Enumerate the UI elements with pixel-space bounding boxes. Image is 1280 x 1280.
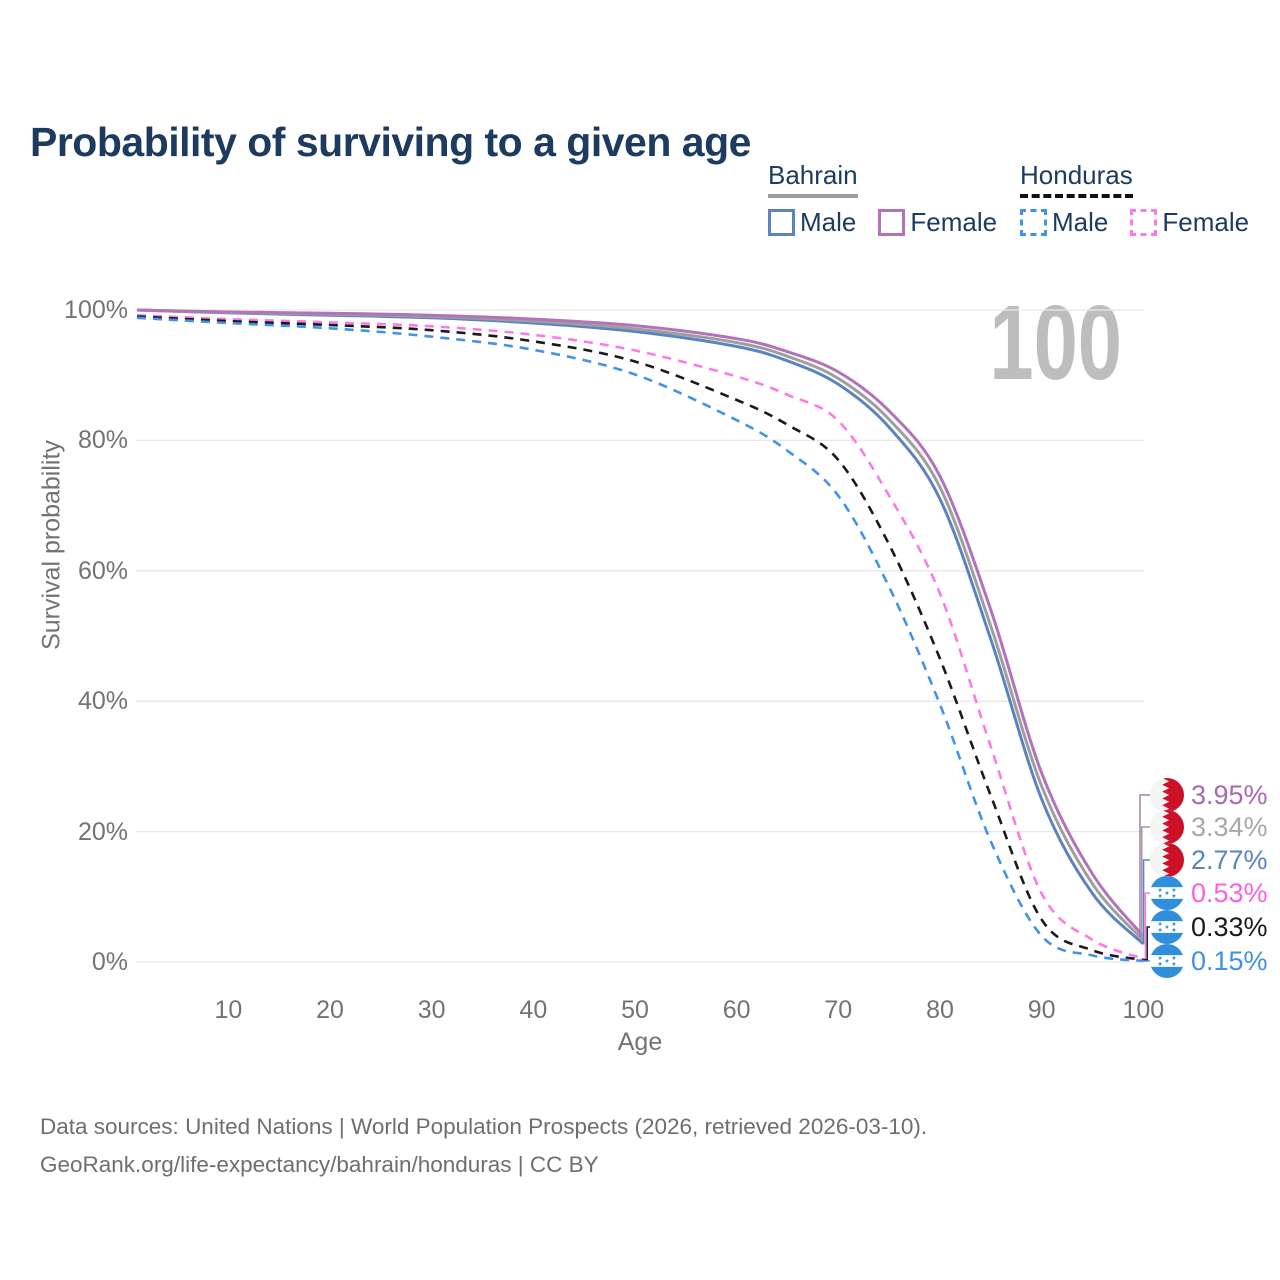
- end-label-honduras-both-sexes-: 0.33%: [1150, 910, 1268, 944]
- data-sources-line: Data sources: United Nations | World Pop…: [40, 1114, 928, 1139]
- legend-label: Male: [800, 207, 857, 237]
- x-tick-20: 20: [316, 996, 344, 1024]
- end-label-value: 2.77%: [1191, 844, 1268, 875]
- legend-country-honduras: Honduras: [1020, 160, 1133, 198]
- curve-honduras-female: [136, 313, 1144, 960]
- honduras-flag: [1150, 876, 1184, 910]
- honduras-flag-icon: [1150, 944, 1184, 978]
- callout-bahrain-male: [1142, 859, 1152, 945]
- y-tick-40%: 40%: [77, 687, 128, 716]
- x-tick-40: 40: [519, 996, 548, 1024]
- x-tick-30: 30: [417, 996, 446, 1024]
- end-label-bahrain-both-sexes-: 3.34%: [1150, 810, 1268, 844]
- y-tick-100%: 100%: [64, 296, 128, 324]
- age-watermark: 100: [989, 284, 1122, 402]
- end-label-value: 0.15%: [1191, 945, 1268, 976]
- x-tick-60: 60: [722, 996, 751, 1024]
- legend-group-bahrain: Bahrain Male Female: [768, 160, 997, 238]
- footer: Data sources: United Nations | World Pop…: [40, 1108, 927, 1184]
- honduras-flag: [1150, 910, 1184, 944]
- legend-item-honduras-female[interactable]: Female: [1130, 207, 1249, 238]
- x-tick-70: 70: [824, 996, 853, 1024]
- end-label-value: 0.33%: [1191, 911, 1268, 942]
- curve-honduras-male: [136, 316, 1144, 963]
- x-axis-title: Age: [617, 1028, 663, 1056]
- legend-item-honduras-male[interactable]: Male: [1020, 207, 1108, 238]
- attribution-line: GeoRank.org/life-expectancy/bahrain/hond…: [40, 1152, 599, 1177]
- callout-honduras-female: [1143, 892, 1152, 960]
- legend-country-bahrain: Bahrain: [768, 160, 858, 198]
- honduras-flag-icon: [1150, 910, 1184, 944]
- callout-honduras-both-sexes-: [1143, 926, 1152, 961]
- x-tick-80: 80: [926, 996, 954, 1024]
- bahrain-flag-icon: [1150, 778, 1184, 812]
- legend-label: Male: [1052, 207, 1109, 237]
- y-tick-0%: 0%: [91, 948, 128, 976]
- x-tick-10: 10: [214, 996, 243, 1024]
- bahrain-flag-icon: [1150, 843, 1184, 877]
- legend-label: Female: [1162, 207, 1250, 237]
- bahrain-female-swatch: [878, 209, 906, 236]
- page-title: Probability of surviving to a given age: [30, 119, 751, 166]
- bahrain-flag: [1150, 843, 1184, 877]
- bahrain-flag: [1150, 778, 1184, 812]
- end-label-bahrain-male: 2.77%: [1150, 843, 1268, 877]
- end-label-honduras-female: 0.53%: [1150, 876, 1268, 910]
- x-tick-50: 50: [621, 996, 649, 1024]
- end-label-value: 3.95%: [1191, 779, 1268, 810]
- end-label-bahrain-female: 3.95%: [1150, 778, 1268, 812]
- legend-item-bahrain-female[interactable]: Female: [878, 207, 997, 238]
- bahrain-flag: [1150, 810, 1184, 844]
- bahrain-flag-icon: [1150, 810, 1184, 844]
- y-tick-80%: 80%: [77, 426, 128, 455]
- callout-bahrain-both-sexes-: [1141, 826, 1152, 941]
- honduras-flag: [1150, 944, 1184, 978]
- y-tick-20%: 20%: [77, 817, 128, 846]
- end-label-value: 0.53%: [1191, 877, 1268, 908]
- x-tick-100: 100: [1122, 996, 1165, 1024]
- honduras-male-swatch: [1020, 209, 1047, 236]
- x-tick-90: 90: [1027, 996, 1056, 1024]
- bahrain-male-swatch: [768, 209, 795, 236]
- end-label-honduras-male: 0.15%: [1150, 944, 1268, 978]
- legend-label: Female: [910, 207, 998, 237]
- legend-item-bahrain-male[interactable]: Male: [768, 207, 856, 238]
- honduras-flag-icon: [1150, 876, 1184, 910]
- curve-honduras-both-sexes-: [136, 315, 1144, 962]
- honduras-female-swatch: [1130, 209, 1158, 236]
- y-tick-60%: 60%: [77, 556, 128, 585]
- y-axis-title: Survival probability: [37, 440, 66, 650]
- legend-group-honduras: Honduras Male Female: [1020, 160, 1249, 238]
- curve-bahrain-female: [136, 308, 1145, 938]
- end-label-value: 3.34%: [1191, 811, 1268, 842]
